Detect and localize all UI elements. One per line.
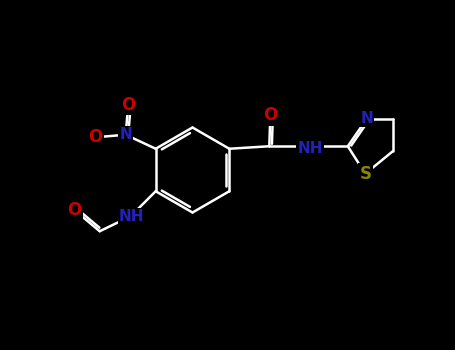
Text: O: O	[89, 128, 103, 146]
Text: O: O	[121, 96, 135, 114]
Text: N: N	[360, 111, 373, 126]
Text: NH: NH	[119, 209, 144, 224]
Text: NH: NH	[298, 141, 323, 156]
Text: N: N	[119, 127, 132, 142]
Text: S: S	[359, 165, 371, 183]
Text: O: O	[263, 106, 278, 124]
Text: O: O	[68, 201, 82, 219]
